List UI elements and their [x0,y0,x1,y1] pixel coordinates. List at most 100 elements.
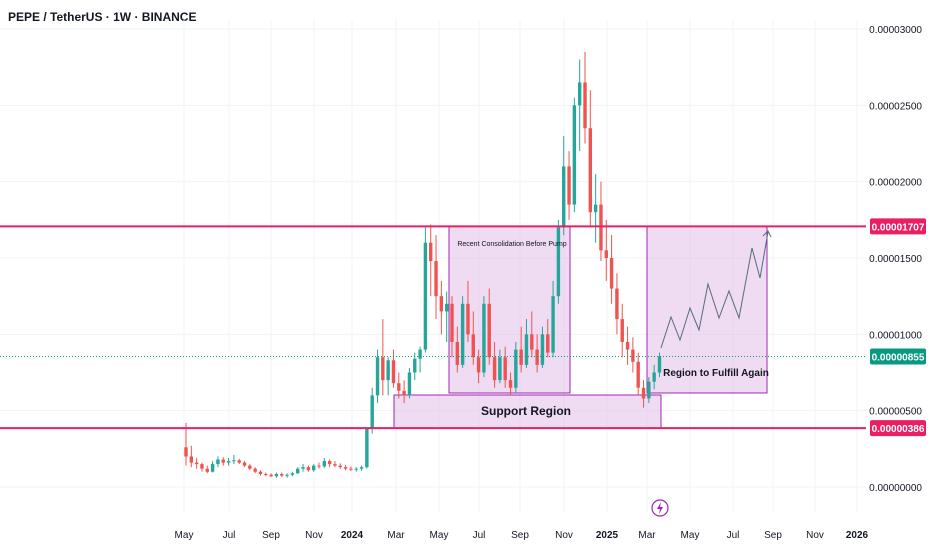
x-axis: May Jul Sep Nov 2024 Mar May Jul Sep Nov 2025 Mar Ma… [175,530,869,541]
candle [216,456,220,468]
candle [540,326,545,368]
candle [200,462,204,472]
fulfill-zone [646,225,768,394]
candle [210,461,215,473]
candle [189,445,194,468]
candle-body [296,468,300,474]
candle-body [317,465,321,467]
candle [647,377,651,404]
candle-body [221,459,225,463]
candle [184,422,188,466]
x-tick-label: 2026 [846,530,869,541]
lightning-icon [651,499,669,517]
candle [434,235,438,320]
candle [381,319,385,396]
candle-body [407,372,412,396]
candle-body [450,303,454,342]
candle [620,303,624,358]
candle-body [599,204,603,251]
price-tag-bg [870,218,926,235]
candle-body [455,341,460,365]
candle-body [429,242,433,262]
candle [391,349,396,388]
candle-body [524,334,529,365]
x-tick-label: Mar [638,530,656,541]
candle [258,470,263,476]
candle-body [237,460,241,463]
candle [237,458,241,465]
candle [264,472,268,477]
candle-body [588,128,593,213]
candle-body [365,428,369,468]
y-axis: 0.00003000 0.00002500 0.00002000 0.00001500… [869,25,922,494]
candle [593,174,598,243]
candle-body [285,474,289,476]
candle [402,380,406,404]
candle-body [290,473,295,475]
candle-body [530,334,534,350]
candle-body [391,360,396,384]
x-tick-label: Jul [473,530,486,541]
candle-body [615,288,619,320]
candle [631,337,635,373]
candle [274,472,279,478]
candle [482,296,486,378]
candle [296,467,300,475]
candle [375,349,380,404]
candle-body [402,390,406,396]
candle [577,59,582,152]
y-tick-label: 0.00000000 [869,483,922,494]
x-tick-label: 2024 [341,530,364,541]
candle-body [439,296,444,312]
candle-body [657,356,662,373]
levels [0,225,866,430]
x-tick-label: Jul [223,530,236,541]
candle-body [311,465,316,471]
candle [370,387,374,434]
candle-body [306,467,311,471]
price-tags: 0.00001707 0.00000386 0.00000855 [870,218,926,437]
candle-body [386,360,390,381]
candle-body [210,464,215,472]
x-tick-label: Sep [511,530,529,541]
event-marker[interactable] [651,499,669,517]
candle [460,296,465,368]
candle-body [604,250,608,258]
candle-body [189,456,194,463]
price-tag-bg [870,348,926,365]
candle [301,464,305,472]
candle-body [514,349,518,388]
candle [567,151,571,220]
candle [226,457,231,466]
y-tick-label: 0.00003000 [869,25,922,36]
candle-body [258,471,263,475]
candle [354,467,358,472]
candle [317,462,321,469]
candle-body [476,357,481,373]
candle-body [333,464,337,466]
consolidation-label: Recent Consolidation Before Pump [457,241,566,248]
candle-body [546,334,550,353]
candle [311,464,316,472]
x-tick-label: Nov [555,530,573,541]
candle-body [343,467,348,469]
candle [508,372,513,396]
candle [514,341,518,393]
y-tick-label: 0.00001000 [869,330,922,341]
candle-body [434,261,438,297]
candle [562,135,566,236]
candle-body [519,349,523,365]
candles [184,51,662,478]
candle [242,461,247,468]
candle [386,357,390,396]
candle-body [641,387,646,399]
candle [625,326,630,365]
candle [407,367,412,399]
y-tick-label: 0.00000500 [869,407,922,418]
candle [194,457,199,469]
candle [530,311,534,358]
zones [393,225,768,429]
candle-body [487,303,491,358]
candle [248,464,252,471]
